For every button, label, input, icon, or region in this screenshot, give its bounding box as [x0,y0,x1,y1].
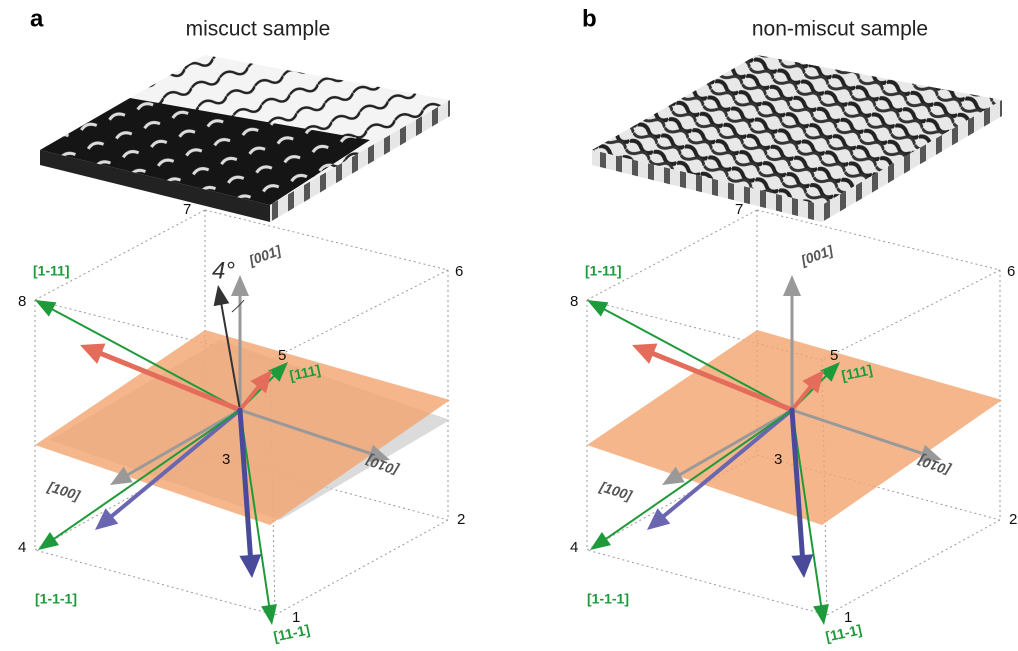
panel-letter: b [582,5,597,32]
panel-title: miscuct sample [186,18,331,41]
corner-label: 6 [1007,263,1015,280]
cube-edge [827,520,1000,615]
corner-label: 4 [570,539,578,556]
tilt-arc [232,300,244,312]
corner-label: 2 [457,511,465,528]
direction-label: [001] [246,242,284,269]
cube-edge [270,270,448,360]
corner-label: 8 [570,293,578,310]
arrow-1-11-head [35,300,56,317]
figure: amiscuct sample76853241[001][1-11][111][… [0,0,1018,651]
arrow-001-head [783,275,801,296]
cube-edge [757,210,1000,270]
cube-edge [587,210,757,300]
arrow-1-11-head [587,300,608,317]
cube-edge [35,210,205,300]
corner-label: 2 [1009,511,1017,528]
corner-label: 8 [18,293,26,310]
corner-label: 7 [183,201,191,218]
tilt-angle: 4° [212,257,235,284]
direction-label: [001] [798,242,836,269]
direction-label: [11-1] [272,621,311,644]
panel-letter: a [30,5,44,32]
direction-label: [1-1-1] [587,591,629,607]
direction-label: [100] [45,478,83,504]
panel-title: non-miscut sample [752,18,928,41]
cube-edge [822,270,1000,360]
direction-label: [100] [597,478,635,504]
cube-edge [205,210,448,270]
corner-label: 3 [774,451,782,468]
arrow-1-1-1-head [590,532,611,550]
arrow-blue-down-head [791,554,813,578]
arrow-tilted-normal-head [214,285,230,306]
direction-label: [1-11] [33,263,70,279]
arrow-1-1-1-head [38,532,59,550]
cube-edge [275,520,448,615]
direction-label: [11-1] [824,621,863,644]
arrow-blue-down-head [239,554,261,578]
direction-label: [1-11] [585,263,622,279]
direction-label: [1-1-1] [35,591,77,607]
corner-label: 5 [278,347,286,364]
corner-label: 4 [18,539,26,556]
corner-label: 3 [222,451,230,468]
slab-top [592,55,1002,205]
corner-label: 7 [735,201,743,218]
corner-label: 5 [830,347,838,364]
corner-label: 6 [455,263,463,280]
